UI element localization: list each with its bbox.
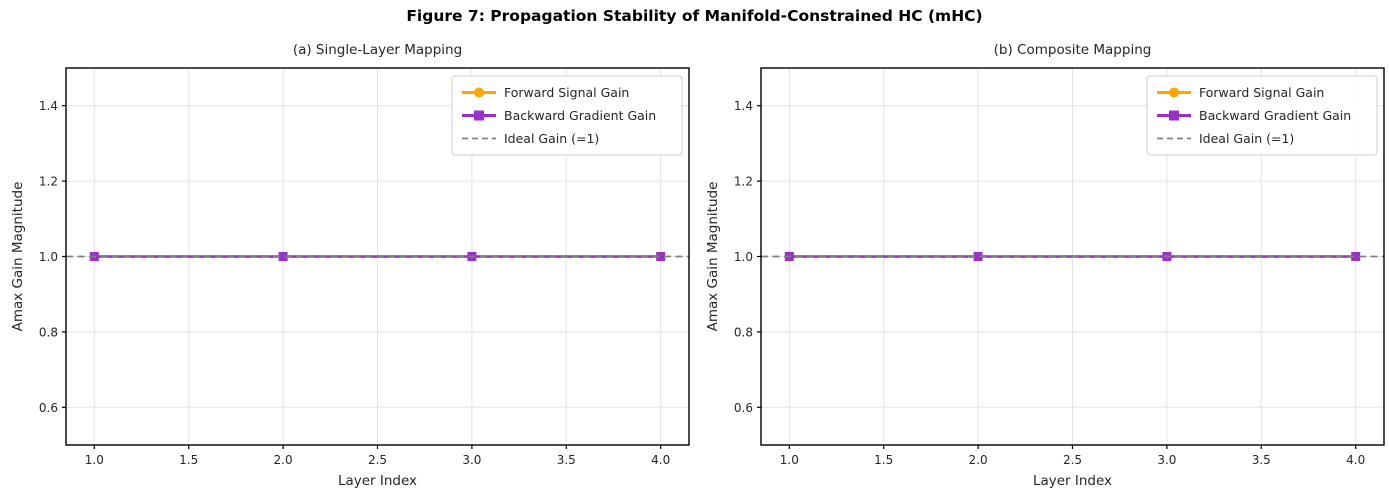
x-axis-label: Layer Index: [1033, 473, 1112, 489]
y-axis-label: Amax Gain Magnitude: [705, 182, 721, 332]
tick-labels: 1.0 1.5 2.0 2.5 3.0 3.5 4.0 0.6 0.8 1.0 1.2 1.4: [734, 99, 1365, 467]
legend-label-forward-signal-gain: Forward Signal Gain: [504, 85, 629, 100]
x-tick-label: 1.0: [780, 453, 799, 467]
x-tick-label: 2.0: [969, 453, 988, 467]
x-axis-label: Layer Index: [338, 473, 417, 489]
x-tick-label: 3.5: [557, 453, 576, 467]
legend-label-backward-gradient-gain: Backward Gradient Gain: [1199, 108, 1351, 123]
subplot-title: (a) Single-Layer Mapping: [293, 42, 462, 58]
legend-label-ideal-gain-1: Ideal Gain (=1): [504, 131, 599, 146]
x-tick-label: 3.0: [1157, 453, 1176, 467]
y-tick-label: 0.8: [39, 325, 58, 339]
y-tick-label: 1.2: [39, 175, 58, 189]
legend-marker-circle-forward-signal-gain: [474, 87, 484, 98]
legend-marker-square-backward-gradient-gain: [474, 110, 484, 121]
tick-labels: 1.0 1.5 2.0 2.5 3.0 3.5 4.0 0.6 0.8 1.0 1.2 1.4: [39, 99, 670, 467]
marker-square-backward-gradient-gain: [1351, 252, 1361, 261]
subplot-a-single-layer-mapping: 1.0 1.5 2.0 2.5 3.0 3.5 4.0 0.6 0.8 1.0 1.2 1.4 Laye…: [10, 42, 690, 489]
plot-area: [761, 252, 1384, 261]
legend-marker-square-backward-gradient-gain: [1169, 110, 1179, 121]
x-tick-label: 4.0: [1346, 453, 1365, 467]
y-tick-label: 1.4: [39, 99, 58, 113]
tick-marks: [62, 105, 662, 449]
x-tick-label: 1.5: [179, 453, 198, 467]
y-tick-label: 1.2: [734, 175, 753, 189]
marker-square-backward-gradient-gain: [278, 252, 288, 261]
legend-label-ideal-gain-1: Ideal Gain (=1): [1199, 131, 1294, 146]
y-axis-label: Amax Gain Magnitude: [10, 182, 26, 332]
x-tick-label: 1.0: [85, 453, 104, 467]
figure-title: Figure 7: Propagation Stability of Manif…: [406, 7, 983, 25]
y-tick-label: 1.0: [39, 250, 58, 264]
subplot-title: (b) Composite Mapping: [994, 42, 1152, 58]
legend-box: [451, 75, 683, 156]
x-tick-label: 2.5: [368, 453, 387, 467]
marker-square-backward-gradient-gain: [656, 252, 666, 261]
plot-area: [66, 252, 689, 261]
y-tick-label: 0.6: [734, 401, 753, 415]
legend-marker-circle-forward-signal-gain: [1169, 87, 1179, 98]
legend-label-backward-gradient-gain: Backward Gradient Gain: [504, 108, 656, 123]
legend-label-forward-signal-gain: Forward Signal Gain: [1199, 85, 1324, 100]
marker-square-backward-gradient-gain: [973, 252, 983, 261]
subplot-b-composite-mapping: 1.0 1.5 2.0 2.5 3.0 3.5 4.0 0.6 0.8 1.0 1.2 1.4 Laye…: [705, 42, 1385, 489]
y-tick-label: 0.8: [734, 325, 753, 339]
legend: Forward Signal Gain Backward Gradient Gai…: [1146, 75, 1378, 156]
y-tick-label: 0.6: [39, 401, 58, 415]
x-tick-label: 4.0: [651, 453, 670, 467]
x-tick-label: 3.5: [1252, 453, 1271, 467]
x-tick-label: 2.0: [274, 453, 293, 467]
legend-box: [1146, 75, 1378, 156]
y-tick-label: 1.4: [734, 99, 753, 113]
x-tick-label: 3.0: [462, 453, 481, 467]
x-tick-label: 1.5: [874, 453, 893, 467]
y-tick-label: 1.0: [734, 250, 753, 264]
tick-marks: [757, 105, 1357, 449]
x-tick-label: 2.5: [1063, 453, 1082, 467]
legend: Forward Signal Gain Backward Gradient Gai…: [451, 75, 683, 156]
